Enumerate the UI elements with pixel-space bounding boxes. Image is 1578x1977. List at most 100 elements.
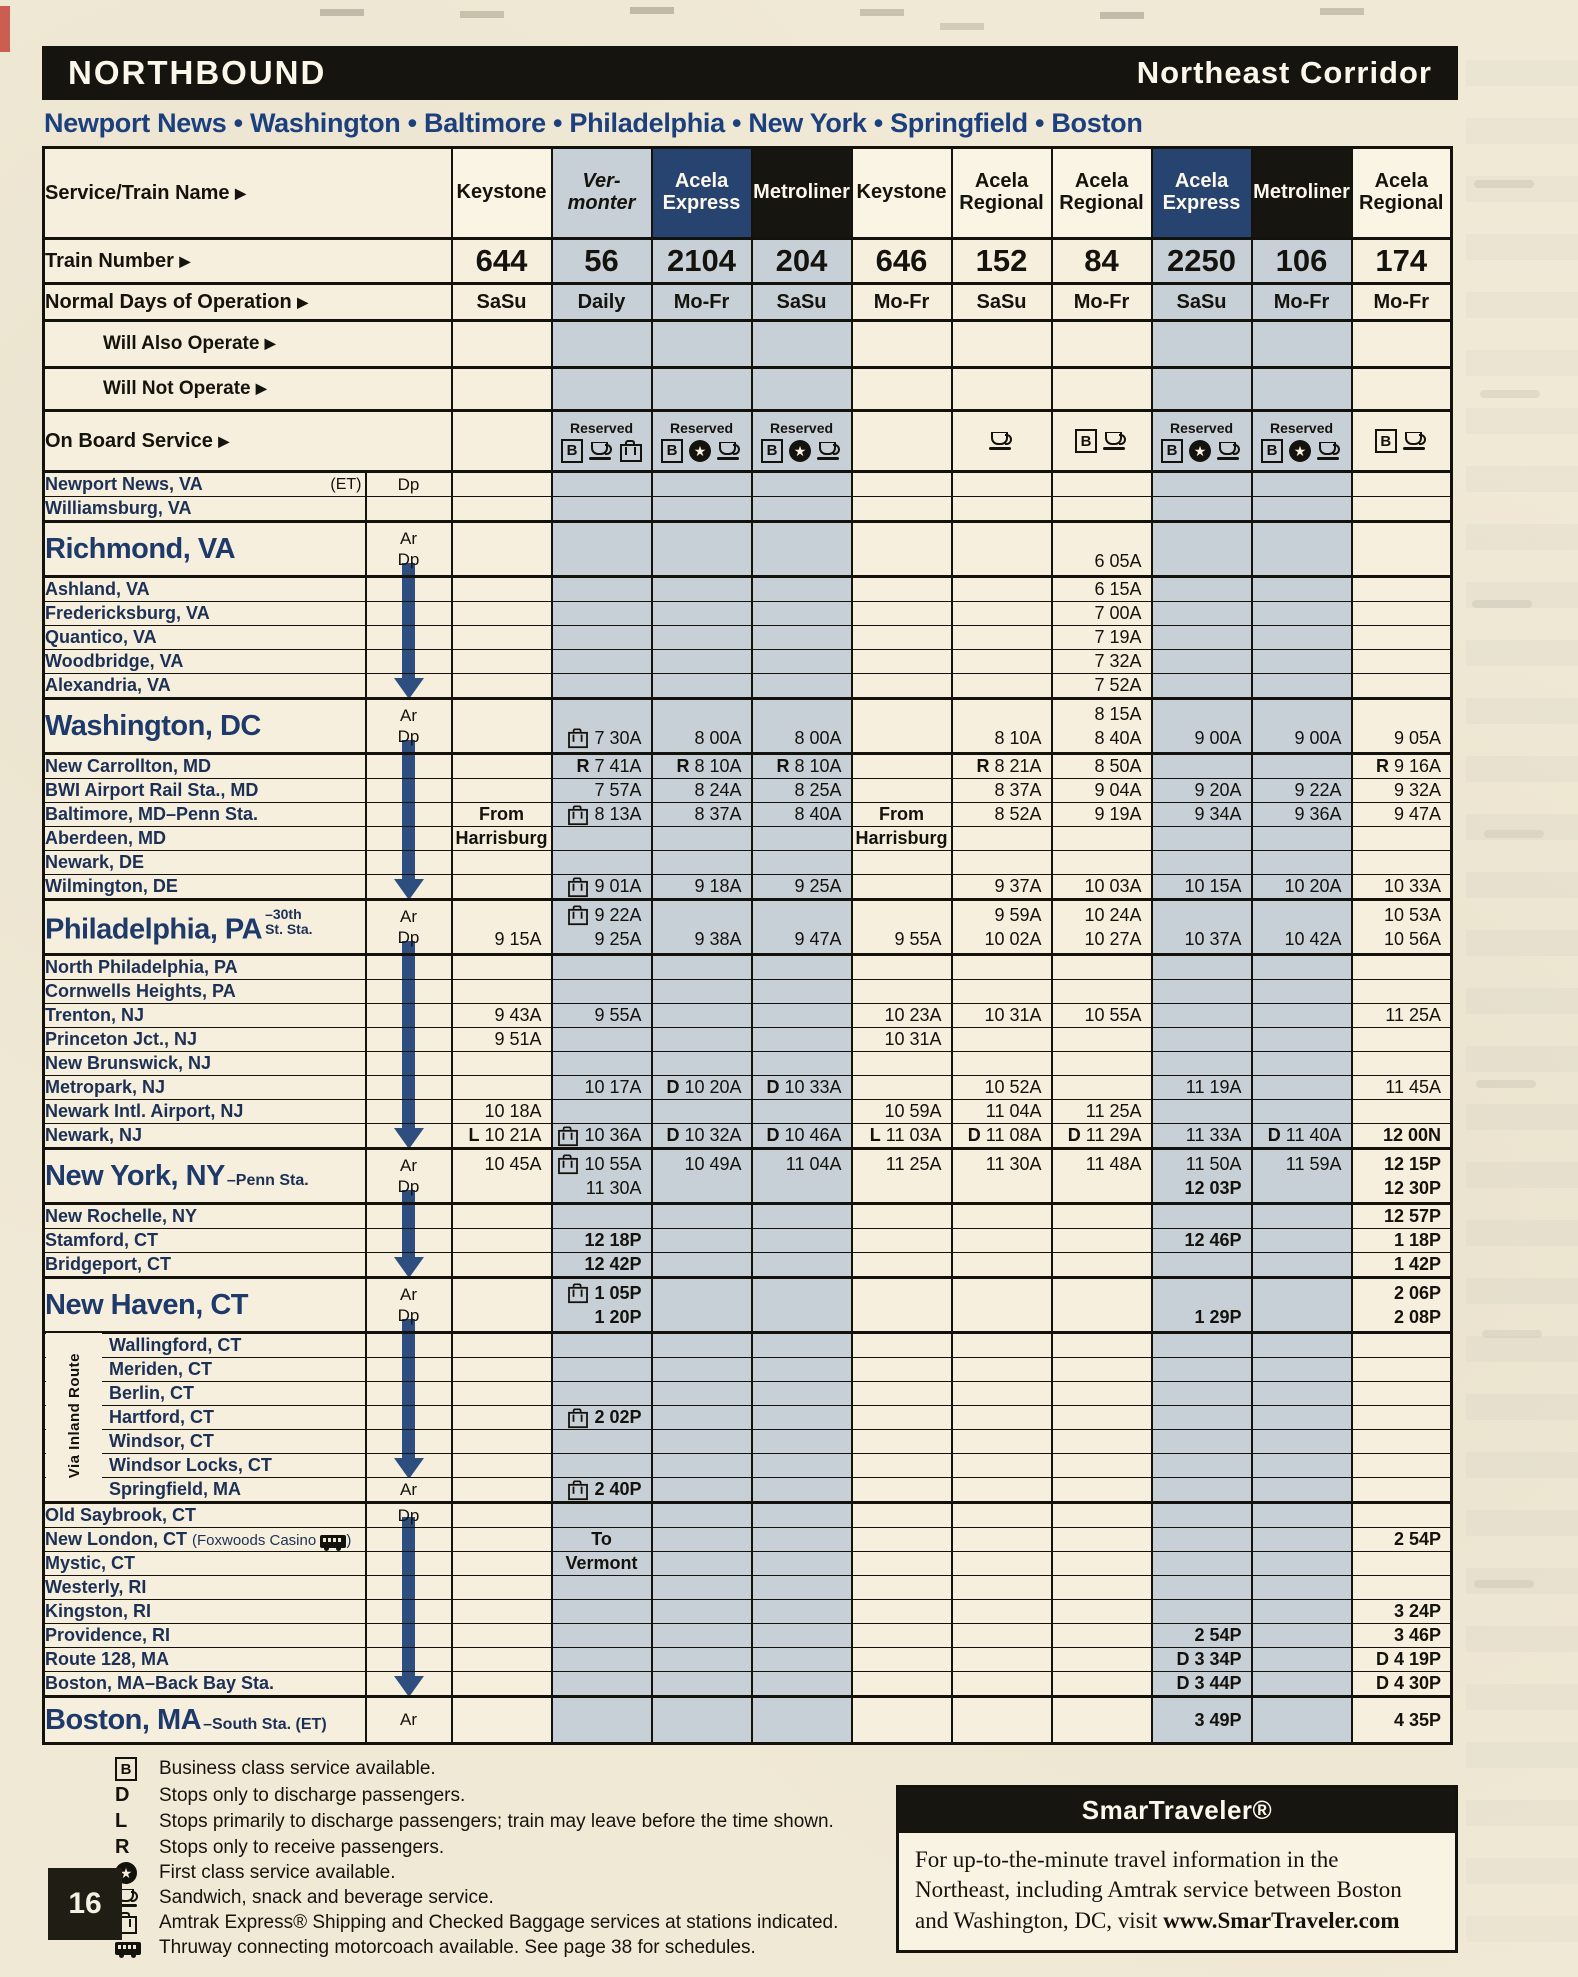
time-cell <box>850 1357 953 1382</box>
station-name: Wilmington, DE <box>45 876 178 896</box>
arrive-depart-cell <box>364 649 453 674</box>
time-cell <box>1250 1575 1353 1600</box>
time-cell <box>1050 1477 1153 1503</box>
time-cell <box>1250 1527 1353 1552</box>
time-cell <box>750 1276 853 1334</box>
legend-text: Thruway connecting motorcoach available.… <box>159 1937 756 1958</box>
time-cell <box>450 1527 553 1552</box>
station-row: Quantico, VA 7 19A <box>42 625 1453 650</box>
reserved-label: Reserved <box>769 419 834 436</box>
time-cell <box>950 1276 1053 1334</box>
time-cell <box>650 1252 753 1278</box>
time-cell <box>850 1575 953 1600</box>
time-cell: Vermont <box>550 1551 653 1576</box>
time-cell: 10 45A <box>450 1147 553 1205</box>
time-cell: 2 02P <box>550 1405 653 1430</box>
time-cell: 9 22A <box>1250 778 1353 803</box>
blank-cell <box>950 320 1053 369</box>
station-name: Fredericksburg, VA <box>45 603 210 623</box>
baggage-icon <box>568 1283 589 1304</box>
time-cell <box>450 979 553 1004</box>
time-cell <box>950 1477 1053 1503</box>
time-cell <box>550 1453 653 1478</box>
time-cell <box>1050 1599 1153 1624</box>
time-cell: 11 04A <box>950 1099 1053 1124</box>
time-cell <box>1350 1099 1453 1124</box>
station-row: Mystic, CT Vermont <box>42 1551 1453 1576</box>
time-cell <box>650 1575 753 1600</box>
arrow-right-icon: ▶ <box>179 252 191 269</box>
time-cell <box>1150 1501 1253 1528</box>
station-row: New London, CT (Foxwoods Casino ) To 2 54P <box>42 1527 1453 1552</box>
time-cell <box>1150 1099 1253 1124</box>
time-cell <box>750 1695 853 1744</box>
station-row: Route 128, MA D 3 34P D 4 19P <box>42 1647 1453 1672</box>
time-cell <box>950 1575 1053 1600</box>
timetable-page: NORTHBOUND Northeast Corridor Newport Ne… <box>42 46 1458 1977</box>
train-days: Mo-Fr <box>1250 283 1353 322</box>
time-cell <box>1250 625 1353 650</box>
arrive-depart-cell: Ar Dp <box>364 697 453 755</box>
train-days: Mo-Fr <box>1350 283 1453 322</box>
time-cell <box>1050 1671 1153 1697</box>
time-cell: 10 55A 11 30A <box>550 1147 653 1205</box>
time-cell: 3 49P <box>1150 1695 1253 1744</box>
station-name: Metropark, NJ <box>45 1077 166 1097</box>
time-cell <box>1150 1527 1253 1552</box>
time-cell <box>550 496 653 522</box>
route-arrow-line <box>402 1358 415 1381</box>
baggage-icon <box>558 1125 579 1146</box>
time-cell <box>950 1671 1053 1697</box>
arrive-depart-cell <box>364 1123 453 1149</box>
station-name: Cornwells Heights, PA <box>45 981 236 1001</box>
time-cell: 11 59A <box>1250 1147 1353 1205</box>
route-arrow-line <box>402 577 415 601</box>
time-cell <box>850 520 953 578</box>
time-cell: 10 42A <box>1250 898 1353 956</box>
time-cell <box>1050 850 1153 875</box>
time-cell <box>1050 1429 1153 1454</box>
time-cell <box>650 1599 753 1624</box>
time-cell <box>950 520 1053 578</box>
time-cell <box>450 1203 553 1229</box>
station-row: Philadelphia, PA –30th St. Sta. Ar Dp 9 15A 9 … <box>42 898 1453 956</box>
time-cell: 10 31A <box>950 1003 1053 1028</box>
station-name: Newark, NJ <box>45 1125 143 1145</box>
time-cell: 11 25A <box>850 1147 953 1205</box>
time-cell <box>750 1575 853 1600</box>
time-cell <box>450 1276 553 1334</box>
time-cell <box>650 1027 753 1052</box>
time-cell <box>1250 1501 1353 1528</box>
time-cell <box>750 850 853 875</box>
business-class-icon: B <box>1374 429 1397 453</box>
legend-item: R Stops only to receive passengers. <box>115 1836 1458 1859</box>
business-class-icon: B <box>761 438 784 463</box>
route-arrow-line <box>402 1100 415 1123</box>
time-cell <box>550 1695 653 1744</box>
time-cell: L 11 03A <box>850 1123 953 1149</box>
time-cell: 1 18P <box>1350 1228 1453 1253</box>
time-cell: 10 15A <box>1150 874 1253 900</box>
time-cell <box>950 1551 1053 1576</box>
city-station-name: Boston, MA <box>45 1703 202 1736</box>
time-cell <box>1150 1405 1253 1430</box>
time-cell <box>450 1623 553 1648</box>
time-cell <box>950 576 1053 602</box>
arrive-depart-cell <box>364 1332 453 1358</box>
time-cell: 9 00A <box>1150 697 1253 755</box>
time-cell <box>1350 1332 1453 1358</box>
blank-cell <box>650 367 753 412</box>
time-cell: 9 05A <box>1350 697 1453 755</box>
route-arrow-line <box>402 1552 415 1575</box>
train-service-name: Acela Regional <box>1350 147 1453 240</box>
time-cell: From <box>450 802 553 827</box>
direction-label: NORTHBOUND <box>68 54 327 91</box>
time-cell <box>850 697 953 755</box>
time-cell <box>1250 649 1353 674</box>
timetable: Service/Train Name ▶ Keystone Ver-monter Ac… <box>42 146 1454 1745</box>
time-cell <box>550 850 653 875</box>
time-cell <box>1350 826 1453 851</box>
blank-cell <box>1050 320 1153 369</box>
station-row: Fredericksburg, VA 7 00A <box>42 601 1453 626</box>
